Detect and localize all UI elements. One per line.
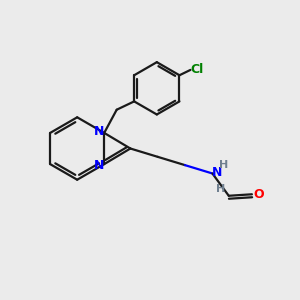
Text: O: O [253,188,264,201]
Text: H: H [219,160,228,170]
Text: N: N [212,167,222,179]
Text: H: H [216,184,225,194]
Text: Cl: Cl [191,63,204,76]
Text: N: N [94,125,104,138]
Text: N: N [94,159,104,172]
